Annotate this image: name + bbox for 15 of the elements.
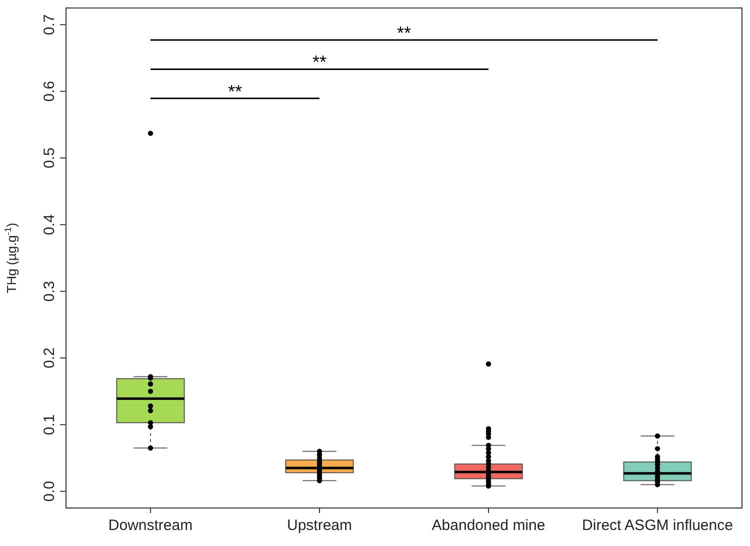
y-tick-label: 0.0 [41, 480, 58, 502]
y-tick-label: 0.4 [41, 214, 58, 236]
annotation: ** [312, 52, 327, 72]
y-tick-label: 0.3 [41, 280, 58, 302]
y-tick-label: 0.6 [41, 80, 58, 102]
annotation: ** [228, 81, 242, 102]
x-tick-label: Downstream [108, 517, 193, 534]
y-tick-label: 0.1 [41, 414, 58, 436]
x-tick-label: Direct ASGM influence [582, 517, 733, 534]
x-tick-label: Abandoned mine [432, 517, 546, 534]
y-tick-label: 0.5 [41, 148, 58, 168]
annotation: ** [396, 23, 412, 44]
y-tick-label: 0.7 [41, 14, 58, 36]
y-tick-label: 0.2 [41, 348, 58, 368]
x-tick-label: Upstream [286, 517, 352, 534]
